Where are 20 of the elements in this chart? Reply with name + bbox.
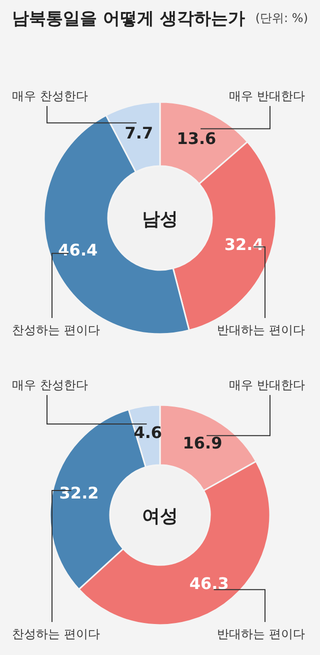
data-label: 32.2 — [59, 484, 99, 503]
chart-title: 남북통일을 어떻게 생각하는가 — [12, 9, 245, 29]
slice-label: 찬성하는 편이다 — [12, 627, 100, 641]
slice-label: 반대하는 편이다 — [217, 627, 305, 641]
text: 여성 — [142, 506, 178, 527]
data-label: 46.4 — [58, 240, 98, 260]
data-label: 46.3 — [189, 574, 229, 594]
slice-label: 매우 반대한다 — [229, 378, 305, 392]
slice-label: 매우 반대한다 — [229, 89, 305, 103]
chart-subtitle: (단위: %) — [255, 11, 308, 25]
text: 남성 — [142, 209, 178, 230]
data-label: 7.7 — [124, 124, 154, 143]
slice-label: 찬성하는 편이다 — [12, 323, 100, 337]
data-label: 4.6 — [134, 422, 162, 442]
slice-label: 매우 찬성한다 — [12, 89, 88, 103]
data-label: 13.6 — [176, 128, 216, 148]
data-label: 32.4 — [224, 234, 264, 254]
slice-label: 매우 찬성한다 — [12, 378, 88, 392]
data-label: 16.9 — [182, 434, 222, 453]
slice-label: 반대하는 편이다 — [217, 323, 305, 337]
